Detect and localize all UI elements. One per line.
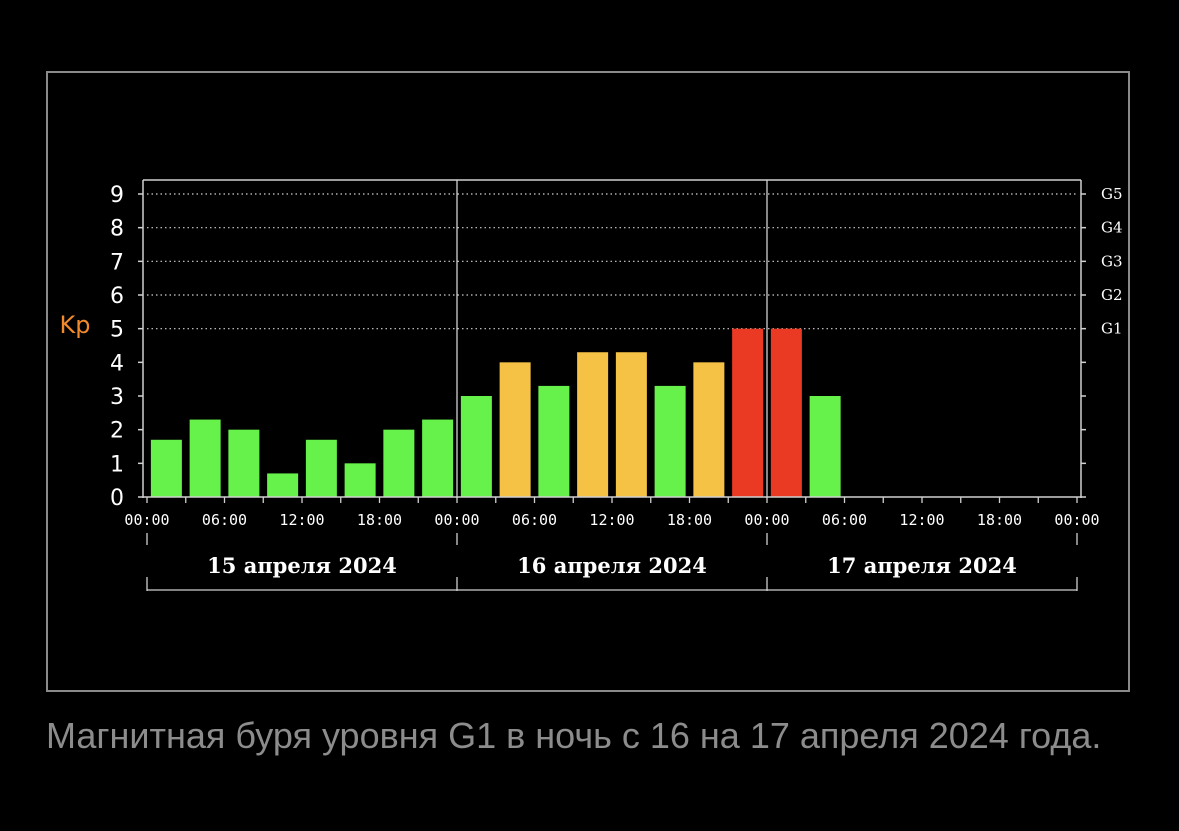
x-tick-label: 18:00: [977, 511, 1022, 529]
kp-bar: [422, 419, 454, 497]
x-tick-label: 18:00: [357, 511, 402, 529]
kp-bar: [654, 385, 686, 497]
kp-bar: [344, 463, 376, 497]
kp-bar: [615, 352, 647, 497]
kp-bar: [499, 362, 531, 497]
y-axis-label: Kp: [60, 311, 91, 339]
x-tick-label: 12:00: [589, 511, 634, 529]
x-tick-label: 06:00: [512, 511, 557, 529]
g-level-label: G5: [1101, 185, 1123, 203]
day-label: 15 апреля 2024: [207, 553, 397, 578]
g-level-label: G4: [1101, 219, 1123, 237]
g-level-label: G2: [1101, 286, 1123, 304]
x-tick-label: 00:00: [744, 511, 789, 529]
day-label: 16 апреля 2024: [517, 553, 707, 578]
x-tick-label: 00:00: [124, 511, 169, 529]
day-label: 17 апреля 2024: [827, 553, 1017, 578]
kp-chart: 0 1 2 3 4 5 6 7 8 9 G1 G2 G3 G4 G5 Kp 00:00 06:00 12:00 18:…: [60, 179, 1123, 591]
x-tick-label: 12:00: [279, 511, 324, 529]
kp-bar: [460, 396, 492, 497]
g-level-label: G1: [1101, 320, 1123, 338]
y-tick-label: 0: [110, 486, 124, 511]
y-tick-label: 9: [110, 183, 124, 208]
x-tick-label: 00:00: [1054, 511, 1099, 529]
x-tick-label: 06:00: [822, 511, 867, 529]
y-tick-label: 8: [110, 217, 124, 242]
g-level-label: G3: [1101, 252, 1123, 270]
y-tick-label: 7: [110, 250, 124, 275]
x-tick-label: 00:00: [434, 511, 479, 529]
y-tick-label: 2: [110, 419, 124, 444]
y-tick-label: 3: [110, 385, 124, 410]
figure-caption: Магнитная буря уровня G1 в ночь с 16 на …: [46, 715, 1102, 756]
kp-bar: [228, 429, 260, 497]
kp-bar: [732, 328, 764, 497]
kp-bar: [150, 439, 182, 497]
kp-bar: [383, 429, 415, 497]
kp-bar: [577, 352, 609, 497]
kp-bar: [770, 328, 802, 497]
kp-bar: [693, 362, 725, 497]
x-tick-label: 06:00: [202, 511, 247, 529]
kp-bar: [305, 439, 337, 497]
y-tick-label: 5: [110, 318, 124, 343]
y-tick-label: 4: [110, 351, 124, 376]
kp-bar: [809, 396, 841, 497]
kp-bar: [267, 473, 299, 497]
y-tick-label: 6: [110, 284, 124, 309]
x-tick-label: 12:00: [899, 511, 944, 529]
y-tick-label: 1: [110, 452, 124, 477]
figure-frame: [46, 71, 1130, 692]
kp-bar: [189, 419, 221, 497]
kp-bar: [538, 385, 570, 497]
x-tick-label: 18:00: [667, 511, 712, 529]
